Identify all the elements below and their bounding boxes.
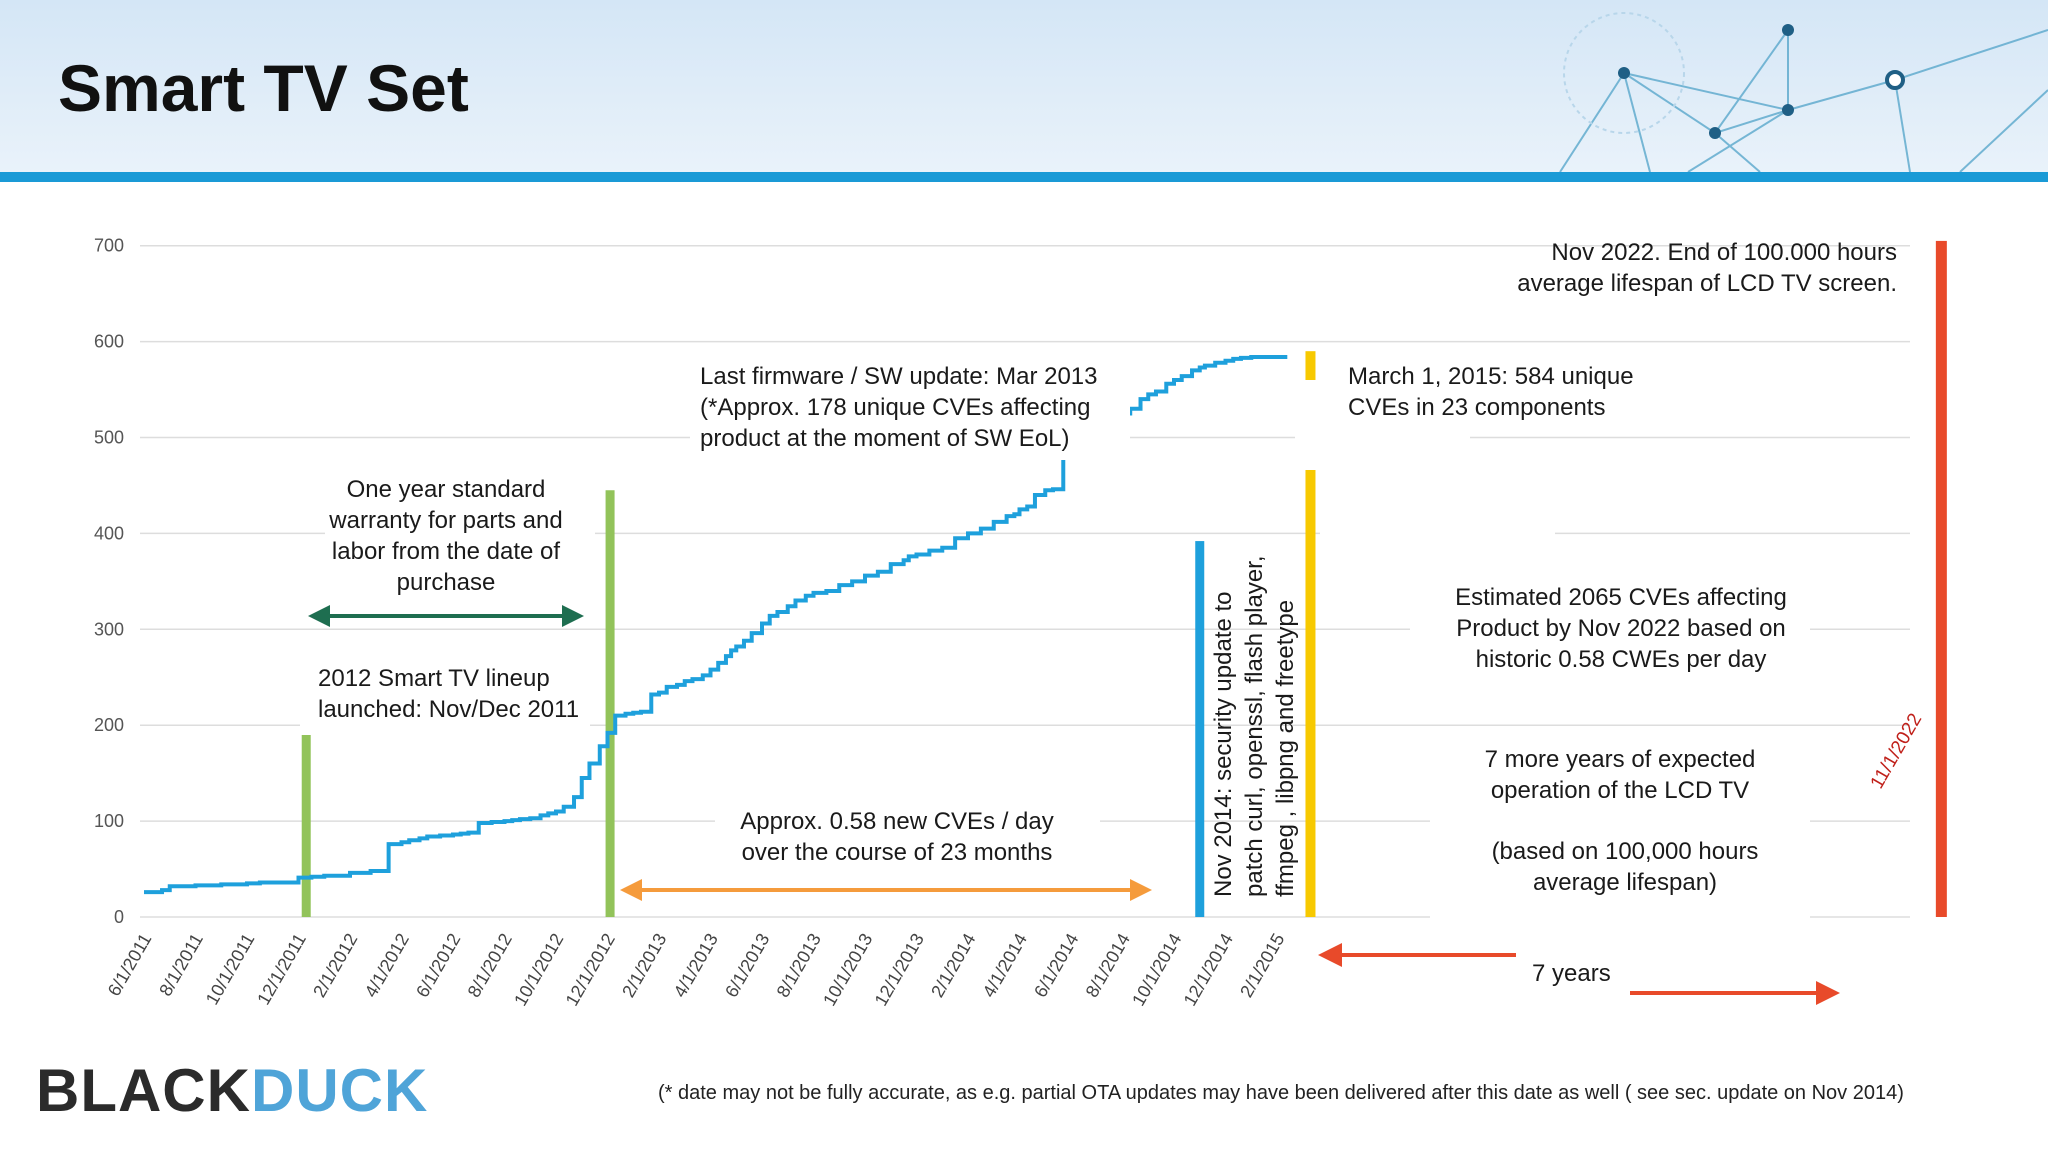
x-tick-label: 8/1/2014 [1082, 930, 1134, 1001]
vertical-marker [1935, 240, 1947, 917]
footnote: (* date may not be fully accurate, as e.… [658, 1082, 1904, 1104]
seven-years-right-arrow [1630, 981, 1840, 1005]
y-tick-label: 500 [94, 428, 124, 448]
x-tick-label: 8/1/2011 [155, 930, 207, 1000]
x-tick-label: 8/1/2012 [464, 930, 516, 1001]
y-tick-label: 600 [94, 332, 124, 352]
y-tick-label: 300 [94, 619, 124, 639]
x-tick-label: 2/1/2015 [1236, 930, 1288, 1001]
blackduck-logo: BLACKDUCK [36, 1057, 429, 1124]
seven-more-years-annotation: 7 more years of expected operation of th… [1484, 746, 1756, 804]
x-tick-label: 4/1/2013 [670, 930, 722, 1001]
nov2014-annotation: Nov 2014: security update to patch curl,… [1210, 555, 1299, 897]
seven-years-label: 7 years [1532, 960, 1611, 987]
last-firmware-annotation: Last firmware / SW update: Mar 2013 (*Ap… [700, 363, 1098, 452]
x-tick-label: 6/1/2012 [412, 930, 464, 1001]
march2015-annotation: March 1, 2015: 584 unique CVEs in 23 com… [1348, 363, 1634, 421]
network-decoration-icon [1559, 12, 2048, 172]
y-tick-label: 100 [94, 811, 124, 831]
warranty-annotation: One year standard warranty for parts and… [329, 476, 563, 596]
rate-annotation: Approx. 0.58 new CVEs / day over the cou… [740, 808, 1054, 866]
x-tick-label: 2/1/2012 [309, 930, 361, 1001]
x-tick-label: 2/1/2013 [618, 930, 670, 1001]
vertical-marker [605, 490, 615, 917]
x-tick-label: 12/1/2014 [1180, 930, 1237, 1009]
x-tick-label: 12/1/2011 [253, 930, 310, 1008]
x-tick-label-2022: 11/1/2022 [1867, 710, 1927, 792]
x-tick-label: 6/1/2011 [104, 930, 156, 1000]
x-tick-label: 10/1/2012 [510, 930, 567, 1009]
rate-arrow [620, 879, 1152, 901]
x-tick-label: 10/1/2013 [819, 930, 876, 1009]
header-accent-bar [0, 172, 2048, 182]
lineup-annotation: 2012 Smart TV lineup launched: Nov/Dec 2… [318, 665, 580, 723]
x-tick-label: 10/1/2011 [202, 930, 259, 1008]
x-tick-label: 6/1/2014 [1030, 930, 1082, 1001]
vertical-marker [1195, 541, 1205, 917]
seven-years-left-arrow [1318, 943, 1516, 967]
x-tick-label: 12/1/2013 [871, 930, 928, 1009]
vertical-marker [301, 662, 311, 917]
x-tick-label: 4/1/2012 [361, 930, 413, 1001]
y-tick-label: 400 [94, 523, 124, 543]
vertical-marker [1305, 351, 1316, 917]
header-banner [0, 0, 2048, 172]
x-tick-label: 12/1/2012 [562, 930, 619, 1009]
y-tick-label: 700 [94, 236, 124, 256]
x-tick-label: 8/1/2013 [773, 930, 825, 1001]
y-tick-label: 0 [114, 907, 124, 927]
nov2022-annotation: Nov 2022. End of 100.000 hours average l… [1517, 239, 1897, 297]
y-tick-label: 200 [94, 715, 124, 735]
page-title: Smart TV Set [58, 51, 469, 125]
lifespan-basis-annotation: (based on 100,000 hours average lifespan… [1491, 838, 1759, 896]
x-tick-label: 4/1/2014 [979, 930, 1031, 1001]
estimated-annotation: Estimated 2065 CVEs affecting Product by… [1455, 584, 1787, 673]
x-tick-label: 2/1/2014 [927, 930, 979, 1001]
x-tick-label: 6/1/2013 [721, 930, 773, 1001]
warranty-arrow [308, 605, 584, 627]
x-tick-label: 10/1/2014 [1128, 930, 1185, 1009]
